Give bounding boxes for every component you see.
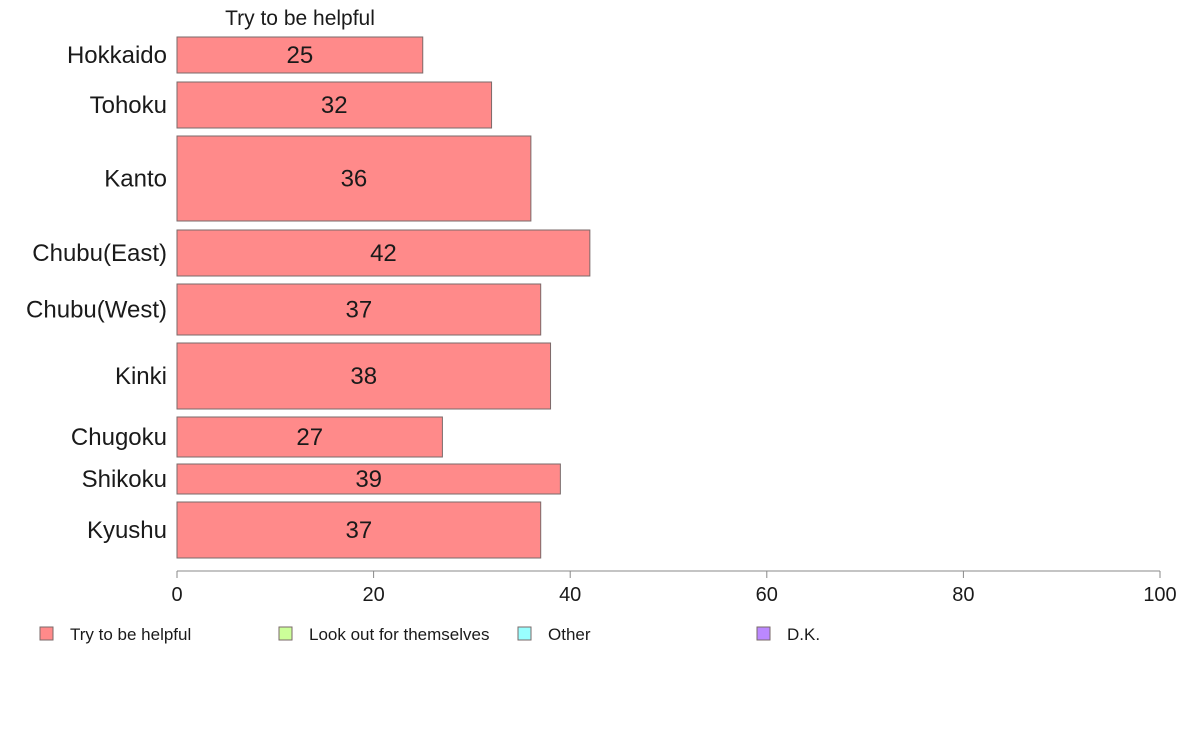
x-tick-label: 60 <box>756 584 778 606</box>
legend-label: D.K. <box>787 625 820 644</box>
data-label: 37 <box>346 297 373 324</box>
category-label: Kyushu <box>87 517 167 544</box>
bars-group: 25 Hokkaido 32 Tohoku 36 Kanto 42 Chubu(East) 37… <box>26 36 591 559</box>
data-label: 38 <box>350 363 377 390</box>
series-title: Try to be helpful <box>225 7 375 30</box>
x-tick-label: 40 <box>559 584 581 606</box>
bar <box>176 36 424 74</box>
data-label: 39 <box>355 466 382 493</box>
category-label: Kanto <box>104 166 167 193</box>
legend-swatch <box>517 626 532 641</box>
category-label: Chubu(East) <box>32 240 167 267</box>
data-label: 25 <box>287 42 314 69</box>
legend-swatch <box>756 626 771 641</box>
legend-swatch <box>278 626 293 641</box>
legend-label: Other <box>548 625 591 644</box>
data-label: 37 <box>346 517 373 544</box>
bar <box>176 342 552 410</box>
bar <box>176 135 532 222</box>
category-label: Kinki <box>115 363 167 390</box>
x-tick-label: 20 <box>362 584 384 606</box>
bar <box>176 229 591 277</box>
data-label: 36 <box>341 166 368 193</box>
category-label: Chugoku <box>71 424 167 451</box>
bar <box>176 463 561 495</box>
category-label: Shikoku <box>82 466 167 493</box>
category-label: Chubu(West) <box>26 297 167 324</box>
data-label: 42 <box>370 240 397 267</box>
bar <box>176 501 542 559</box>
category-label: Tohoku <box>90 92 167 119</box>
x-axis: 0 20 40 60 80 100 <box>171 570 1177 606</box>
x-tick-label: 100 <box>1143 584 1176 606</box>
bar <box>176 283 542 336</box>
data-label: 32 <box>321 92 348 119</box>
legend: Try to be helpful Look out for themselves… <box>39 625 820 644</box>
bar <box>176 416 443 458</box>
legend-label: Look out for themselves <box>309 625 489 644</box>
data-label: 27 <box>296 424 323 451</box>
legend-swatch <box>39 626 54 641</box>
x-tick-label: 80 <box>952 584 974 606</box>
bar <box>176 81 493 129</box>
category-label: Hokkaido <box>67 42 167 69</box>
x-tick-label: 0 <box>171 584 182 606</box>
legend-label: Try to be helpful <box>70 625 191 644</box>
